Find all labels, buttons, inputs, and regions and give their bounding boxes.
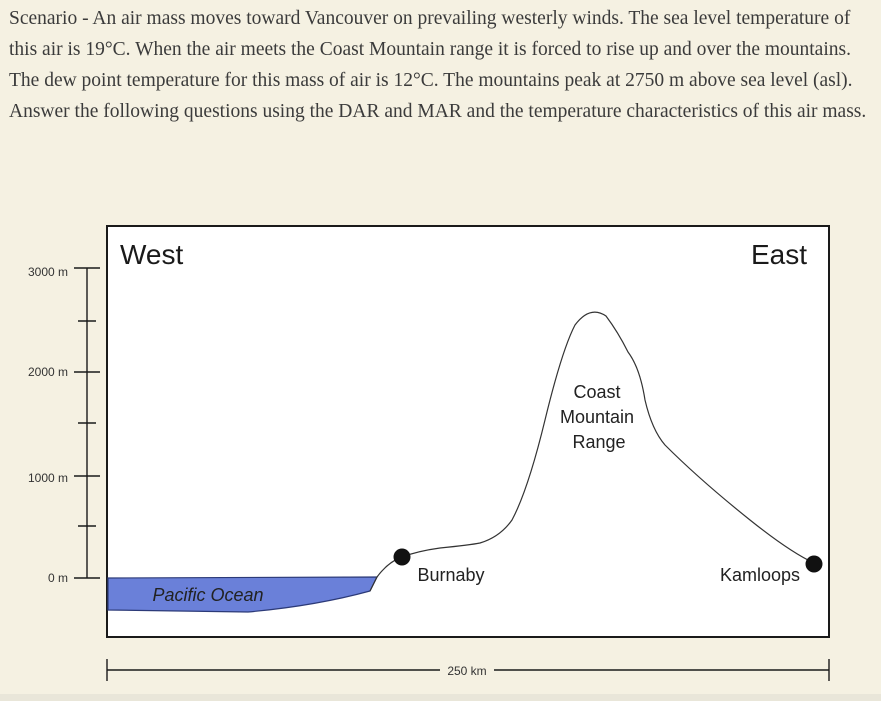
altitude-tick-0: 0 m xyxy=(48,571,68,585)
kamloops-marker xyxy=(805,555,823,573)
altitude-tick-1000: 1000 m xyxy=(28,471,68,485)
altitude-tick-3000: 3000 m xyxy=(28,265,68,279)
pacific-ocean-label: Pacific Ocean xyxy=(152,585,263,605)
distance-scale xyxy=(106,659,830,681)
kamloops-label: Kamloops xyxy=(720,565,800,585)
scenario-text: Scenario - An air mass moves toward Vanc… xyxy=(9,8,867,122)
west-label: West xyxy=(120,239,183,270)
altitude-scale xyxy=(74,267,100,579)
mountain-label-line-2: Mountain xyxy=(560,407,634,427)
burnaby-marker xyxy=(393,548,411,566)
east-label: East xyxy=(751,239,807,270)
burnaby-label: Burnaby xyxy=(417,565,484,585)
bottom-strip xyxy=(0,694,881,701)
diagram-frame xyxy=(106,225,830,638)
altitude-tick-2000: 2000 m xyxy=(28,365,68,379)
mountain-label-line-3: Range xyxy=(572,432,625,452)
distance-label: 250 km xyxy=(447,664,486,678)
pacific-ocean-shape xyxy=(107,576,378,613)
mountain-label-line-1: Coast xyxy=(573,382,620,402)
mountain-profile xyxy=(369,311,815,592)
